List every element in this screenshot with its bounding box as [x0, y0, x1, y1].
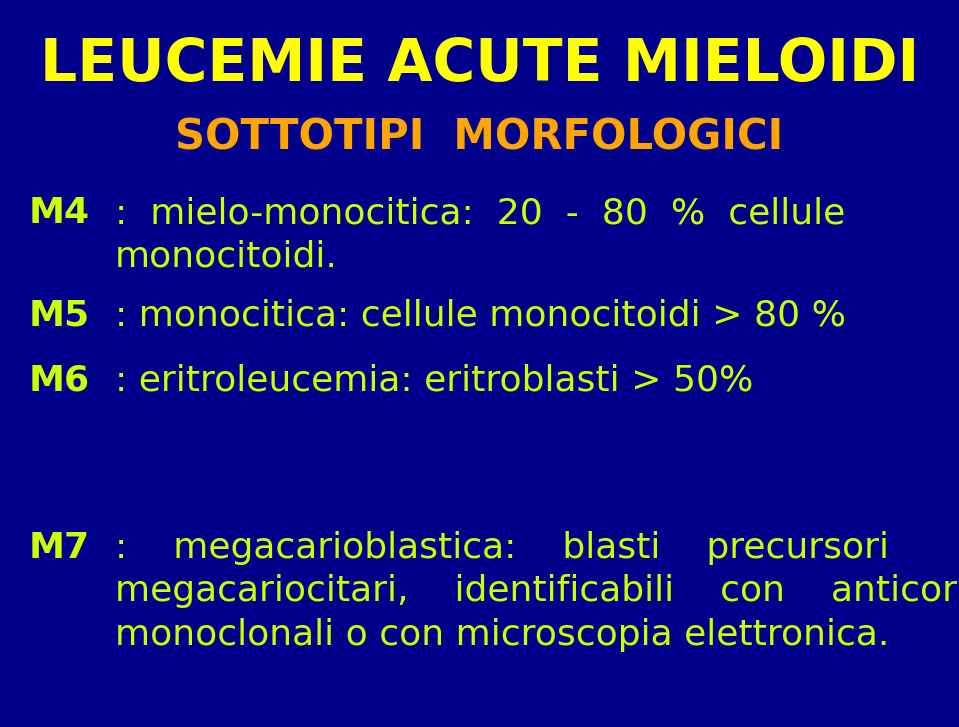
Text: : monocitica: cellule monocitoidi > 80 %: : monocitica: cellule monocitoidi > 80 %: [115, 298, 846, 332]
Text: :    megacarioblastica:    blasti    precursori
megacariocitari,    identificabi: : megacarioblastica: blasti precursori m…: [115, 531, 959, 651]
Text: M6: M6: [29, 364, 90, 398]
Text: M7: M7: [29, 531, 90, 565]
Text: M4: M4: [29, 196, 90, 230]
Text: SOTTOTIPI  MORFOLOGICI: SOTTOTIPI MORFOLOGICI: [175, 116, 784, 158]
Text: LEUCEMIE ACUTE MIELOIDI: LEUCEMIE ACUTE MIELOIDI: [40, 36, 919, 93]
Text: :  mielo-monocitica:  20  -  80  %  cellule
monocitoidi.: : mielo-monocitica: 20 - 80 % cellule mo…: [115, 196, 845, 274]
Text: : eritroleucemia: eritroblasti > 50%: : eritroleucemia: eritroblasti > 50%: [115, 364, 754, 398]
Text: M5: M5: [29, 298, 90, 332]
